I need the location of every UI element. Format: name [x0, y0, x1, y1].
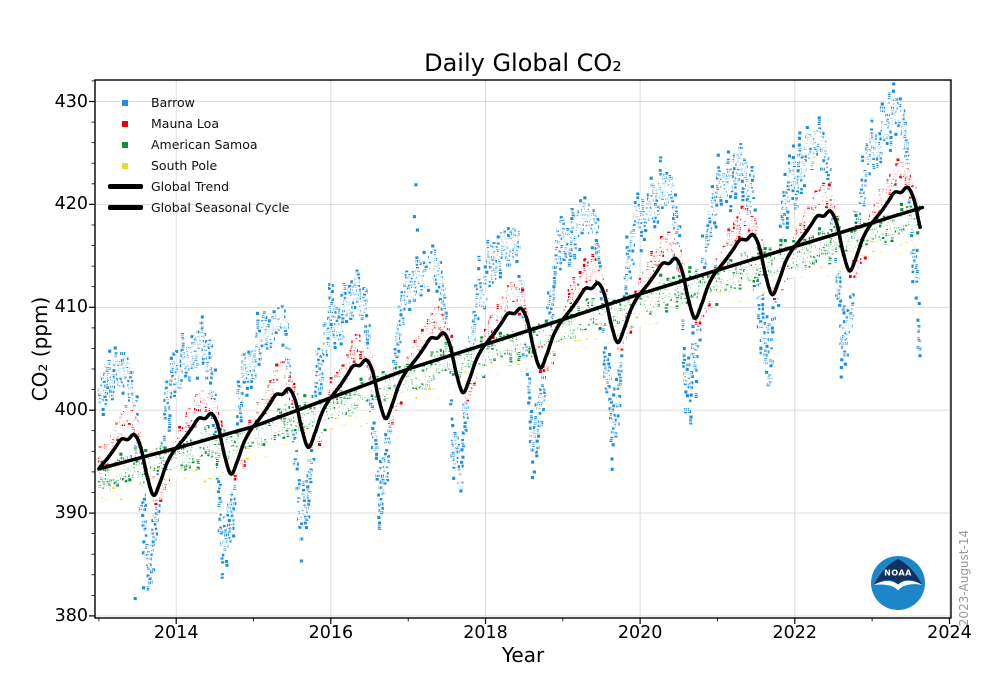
legend-item-global-seasonal-cycle: Global Seasonal Cycle [106, 197, 289, 218]
legend-label: Global Trend [151, 179, 230, 194]
y-tick-label: 380 [54, 605, 88, 626]
x-tick-label: 2016 [308, 623, 354, 643]
plot-frame [94, 79, 952, 619]
x-tick-label: 2014 [153, 623, 199, 643]
watermark-date: 2023-August-14 [957, 529, 971, 627]
x-axis-label: Year [501, 643, 545, 667]
square-marker-icon [122, 120, 128, 127]
legend-item-global-trend: Global Trend [106, 176, 289, 197]
legend-swatch-area [106, 120, 144, 127]
legend-swatch-area [106, 205, 144, 210]
legend-swatch-area [106, 141, 144, 148]
line-swatch-icon [108, 205, 143, 210]
legend-item-american-samoa: American Samoa [106, 134, 289, 155]
x-tick-label: 2022 [772, 623, 818, 643]
legend-item-south-pole: South Pole [106, 155, 289, 176]
x-tick-label: 2018 [463, 623, 508, 643]
legend-label: Barrow [151, 95, 195, 110]
legend-label: Global Seasonal Cycle [151, 200, 290, 215]
legend-item-barrow: Barrow [106, 92, 289, 113]
y-tick-label: 390 [54, 503, 88, 524]
legend-label: American Samoa [151, 137, 258, 152]
noaa-logo-sky [873, 559, 923, 585]
legend-swatch-area [106, 184, 144, 189]
noaa-logo: NOAA [871, 556, 925, 610]
y-tick-label: 430 [54, 91, 88, 112]
y-tick-label: 410 [54, 297, 88, 318]
chart-title: Daily Global CO₂ [424, 49, 622, 77]
grid [95, 80, 951, 618]
legend-item-mauna-loa: Mauna Loa [106, 113, 289, 134]
scatter-series-south-pole [96, 236, 923, 502]
noaa-logo-text: NOAA [884, 569, 912, 578]
global-seasonal-cycle-line [97, 185, 922, 498]
line-swatch-icon [108, 184, 143, 189]
seagull-icon [873, 580, 923, 591]
y-tick-label: 420 [54, 194, 88, 215]
global-trend-line [97, 205, 925, 471]
y-tick-label: 400 [54, 400, 88, 421]
x-tick-label: 2020 [617, 623, 663, 643]
legend-label: South Pole [151, 158, 218, 173]
x-tick-label: 2024 [927, 623, 972, 643]
square-marker-icon [122, 141, 128, 148]
square-marker-icon [122, 99, 128, 106]
square-marker-icon [122, 162, 128, 169]
legend-label: Mauna Loa [151, 116, 219, 131]
legend-swatch-area [106, 162, 144, 169]
legend-swatch-area [106, 99, 144, 106]
legend: Barrow Mauna Loa American Samoa South Pole G… [106, 92, 289, 218]
